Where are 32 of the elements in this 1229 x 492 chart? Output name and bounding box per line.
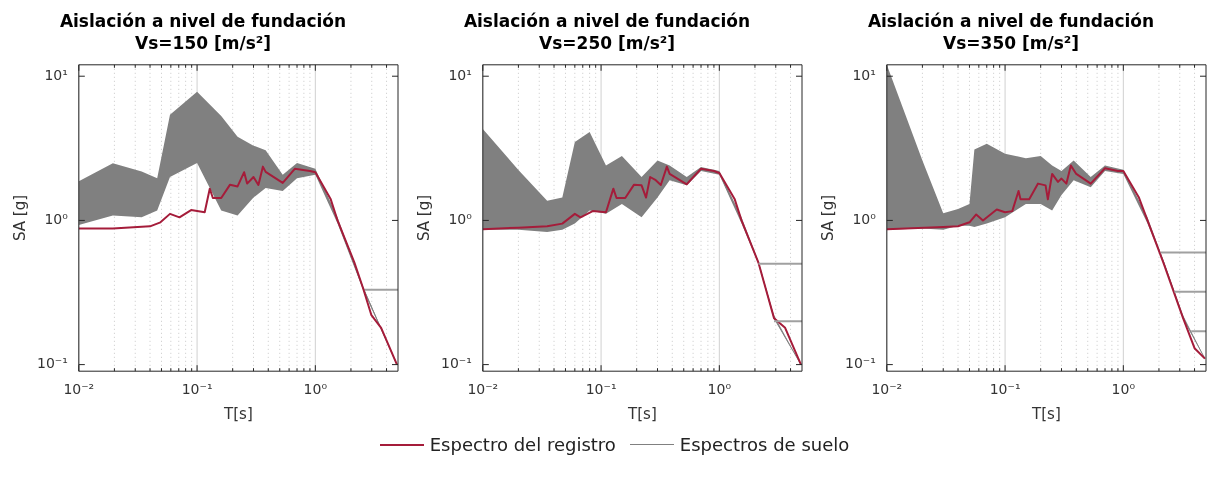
x-axis-title: T[s]: [223, 404, 253, 423]
y-axis-title: SA [g]: [414, 194, 433, 242]
x-axis-title: T[s]: [627, 404, 657, 423]
x-axis-title: T[s]: [1031, 404, 1061, 423]
y-tick-label: 10⁻¹: [844, 355, 876, 372]
y-tick-label: 10⁻¹: [440, 355, 472, 372]
y-tick-label: 10¹: [852, 66, 876, 83]
y-axis-title: SA [g]: [10, 194, 29, 242]
x-tick-label: 10⁰: [303, 381, 328, 398]
x-tick-label: 10⁰: [1111, 381, 1136, 398]
x-tick-label: 10⁰: [707, 381, 732, 398]
chart-title: Aislación a nivel de fundación: [867, 10, 1155, 31]
y-tick-label: 10¹: [44, 66, 68, 83]
x-tick-label: 10⁻¹: [585, 381, 617, 398]
y-tick-label: 10⁰: [852, 211, 877, 228]
y-tick-label: 10¹: [448, 66, 472, 83]
x-tick-label: 10⁻²: [871, 381, 903, 398]
x-tick-label: 10⁻¹: [181, 381, 213, 398]
legend-label: Espectros de suelo: [679, 434, 850, 455]
y-tick-label: 10⁰: [448, 211, 473, 228]
y-tick-label: 10⁻¹: [36, 355, 68, 372]
x-tick-label: 10⁻¹: [989, 381, 1021, 398]
legend-label: Espectro del registro: [429, 434, 616, 455]
chart-subtitle: Vs=150 [m/s²]: [135, 33, 271, 54]
chart-title: Aislación a nivel de fundación: [59, 10, 347, 31]
chart-subtitle: Vs=250 [m/s²]: [539, 33, 675, 54]
y-axis-title: SA [g]: [818, 194, 837, 242]
chart-subtitle: Vs=350 [m/s²]: [943, 33, 1079, 54]
x-tick-label: 10⁻²: [63, 381, 95, 398]
y-tick-label: 10⁰: [44, 211, 69, 228]
chart-title: Aislación a nivel de fundación: [463, 10, 751, 31]
x-tick-label: 10⁻²: [467, 381, 499, 398]
